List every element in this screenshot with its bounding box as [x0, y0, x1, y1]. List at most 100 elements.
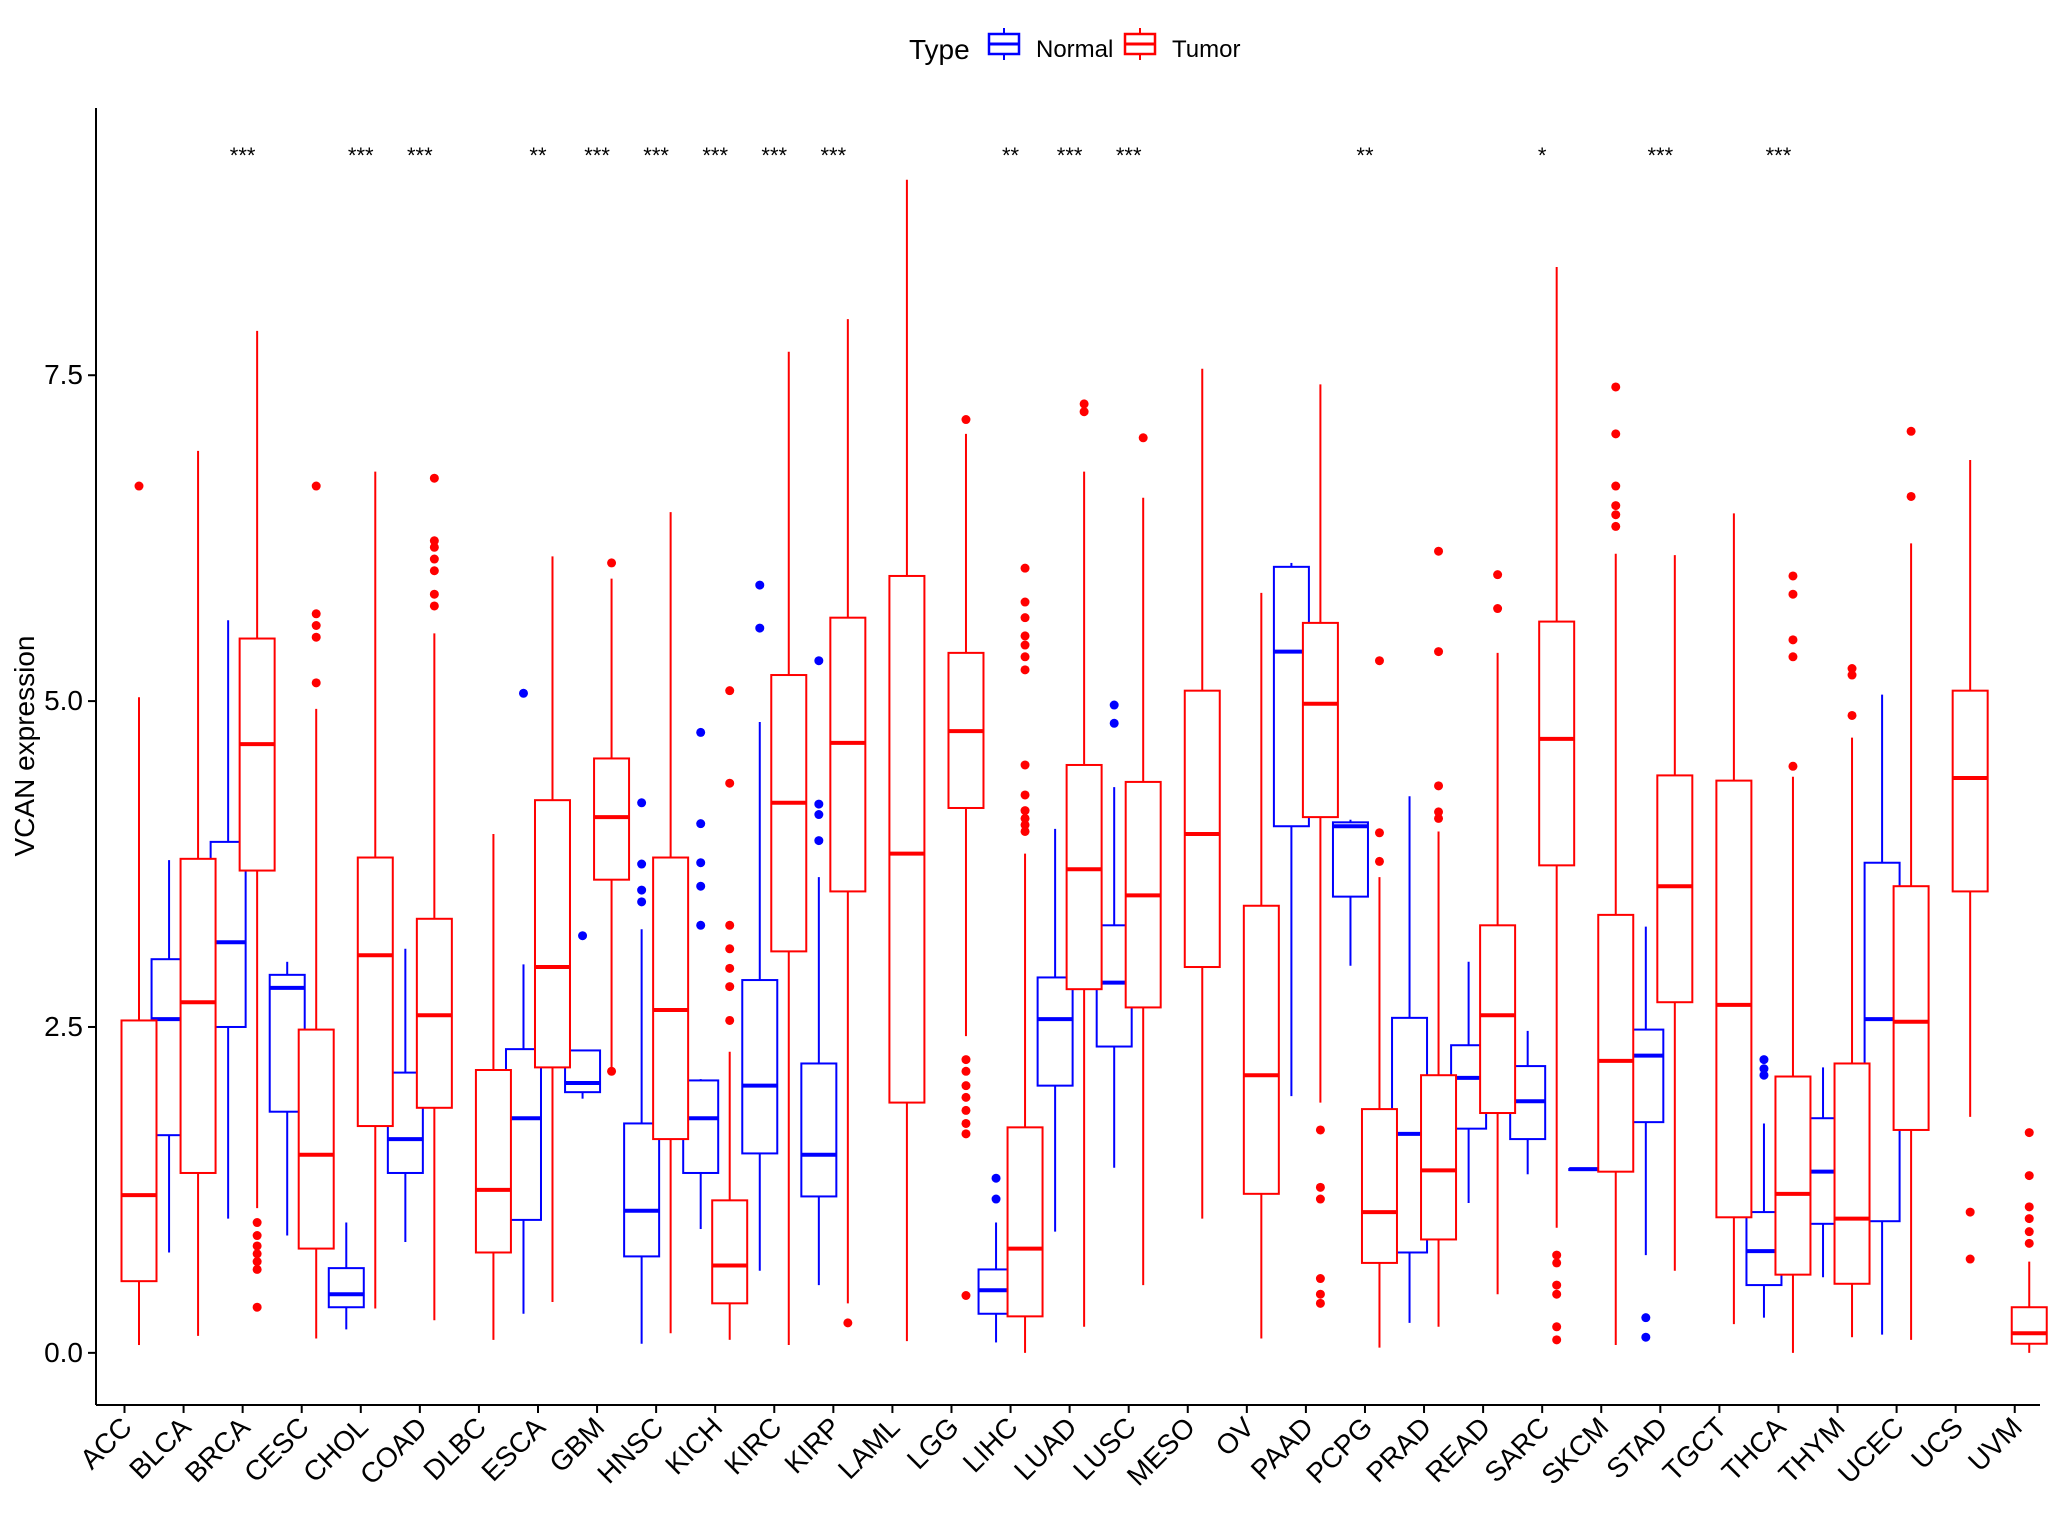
box-body	[327, 1267, 365, 1309]
y-axis-title: VCAN expression	[9, 636, 40, 857]
outlier-point	[1315, 1125, 1325, 1135]
box-body	[741, 979, 779, 1155]
outlier-point	[1611, 429, 1621, 439]
box-body	[1065, 763, 1103, 991]
box-body	[652, 856, 690, 1141]
box-body	[2010, 1306, 2048, 1345]
outlier-point	[1641, 1313, 1651, 1323]
outlier-point	[252, 1231, 262, 1241]
box-tumor	[1715, 513, 1753, 1325]
box-tumor	[829, 319, 867, 1328]
outlier-point	[814, 836, 824, 846]
legend-item-normal: Normal	[987, 28, 1113, 63]
outlier-point	[1315, 1289, 1325, 1299]
x-tick-label: CESC	[238, 1411, 315, 1488]
outlier-point	[1641, 1332, 1651, 1342]
outlier-point	[961, 1291, 971, 1301]
outlier-point	[1552, 1258, 1562, 1268]
box-normal	[800, 656, 838, 1286]
box-tumor	[1124, 433, 1162, 1286]
outlier-point	[429, 542, 439, 552]
plot-area: *** *** *** ** *** *** *** *** *** ** *** *** ** * ***…	[120, 143, 2048, 1353]
box-tumor	[1242, 592, 1280, 1339]
outlier-point	[1788, 761, 1798, 771]
outlier-point	[1020, 790, 1030, 800]
significance-label: ***	[702, 143, 728, 168]
outlier-point	[1552, 1289, 1562, 1299]
outlier-point	[1109, 718, 1119, 728]
outlier-point	[1315, 1274, 1325, 1284]
significance-label: ***	[643, 143, 669, 168]
outlier-point	[1552, 1280, 1562, 1290]
outlier-point	[429, 601, 439, 611]
outlier-point	[1020, 760, 1030, 770]
box-body	[533, 799, 571, 1069]
box-body	[1006, 1126, 1044, 1318]
outlier-point	[1847, 710, 1857, 720]
box-normal	[1036, 828, 1074, 1232]
box-tumor	[1065, 399, 1103, 1327]
x-tick-label: UVM	[1962, 1411, 2028, 1477]
outlier-point	[814, 810, 824, 820]
box-body	[1774, 1075, 1812, 1276]
box-tumor	[1892, 426, 1930, 1340]
outlier-point	[1020, 652, 1030, 662]
significance-label: ***	[1116, 143, 1142, 168]
outlier-point	[1965, 1254, 1975, 1264]
x-tick-label: KICH	[659, 1411, 728, 1480]
outlier-point	[725, 1015, 735, 1025]
x-tick-label: KIRC	[718, 1411, 787, 1480]
box-tumor	[2010, 1128, 2048, 1353]
outlier-point	[991, 1173, 1001, 1183]
outlier-point	[637, 798, 647, 808]
outlier-point	[1493, 570, 1503, 580]
box-tumor	[120, 481, 158, 1346]
box-body	[770, 674, 808, 953]
y-tick-label: 5.0	[44, 685, 83, 716]
outlier-point	[1434, 647, 1444, 657]
outlier-point	[429, 566, 439, 576]
significance-label: **	[529, 143, 547, 168]
significance-label: **	[1002, 143, 1020, 168]
box-body	[1715, 779, 1753, 1219]
outlier-point	[961, 1081, 971, 1091]
box-tumor	[474, 834, 512, 1340]
outlier-point	[961, 1118, 971, 1128]
outlier-point	[252, 1264, 262, 1274]
outlier-point	[1374, 828, 1384, 838]
significance-label: ***	[761, 143, 787, 168]
outlier-point	[1611, 481, 1621, 491]
outlier-point	[1788, 571, 1798, 581]
outlier-point	[755, 580, 765, 590]
outlier-point	[1847, 670, 1857, 680]
outlier-point	[1020, 631, 1030, 641]
outlier-point	[696, 858, 706, 868]
outlier-point	[1434, 781, 1444, 791]
outlier-point	[429, 589, 439, 599]
outlier-point	[961, 1092, 971, 1102]
box-body	[829, 616, 867, 893]
outlier-point	[1020, 640, 1030, 650]
x-tick-label: SKCM	[1535, 1411, 1614, 1490]
box-body	[120, 1019, 158, 1283]
x-tick-label: LUAD	[1008, 1411, 1083, 1486]
outlier-point	[961, 1105, 971, 1115]
outlier-point	[1552, 1250, 1562, 1260]
box-normal	[327, 1222, 365, 1330]
outlier-point	[725, 686, 735, 696]
outlier-point	[696, 727, 706, 737]
box-body	[1242, 904, 1280, 1195]
outlier-point	[843, 1318, 853, 1328]
box-tumor	[179, 450, 217, 1336]
significance-label: ***	[348, 143, 374, 168]
box-body	[1036, 976, 1074, 1087]
box-body	[238, 637, 276, 872]
box-body	[1951, 689, 1989, 893]
outlier-point	[311, 678, 321, 688]
outlier-point	[429, 554, 439, 564]
outlier-point	[696, 920, 706, 930]
outlier-point	[1020, 820, 1030, 830]
box-tumor	[415, 473, 453, 1321]
outlier-point	[814, 799, 824, 809]
outlier-point	[252, 1302, 262, 1312]
